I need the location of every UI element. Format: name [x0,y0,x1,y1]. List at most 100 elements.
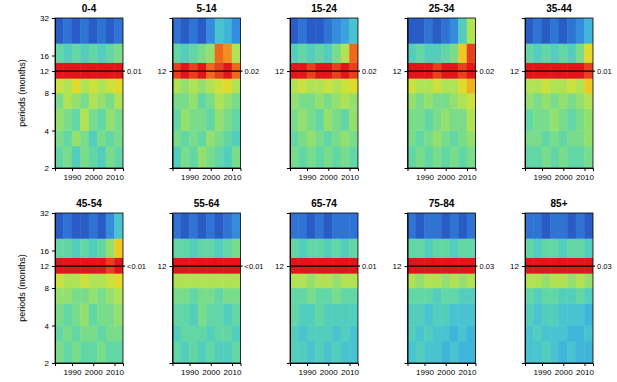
heatmap-cell [115,341,124,363]
heatmap-cell [307,93,316,109]
x-tick-label: 2010 [459,173,477,182]
heatmap-cell [198,304,207,326]
heatmap-cell [534,18,543,43]
heatmap-cell [190,304,199,326]
heatmap-cell [525,341,534,363]
panel-title: 25-34 [429,3,455,14]
heatmap-cell [408,131,417,147]
heatmap-cell [207,213,216,238]
heatmap-cell [416,93,425,109]
heatmap-cell [341,78,350,93]
heatmap-cell [64,43,73,62]
heatmap-cell [568,341,577,363]
heatmap-cell [534,288,543,304]
heatmap-cell [98,109,107,131]
p-value: <0.01 [127,262,146,271]
heatmap-cell [307,304,316,326]
x-tick: 2010 [341,168,359,182]
x-axis-line [56,169,124,172]
heatmap-cell [207,93,216,109]
heatmap-cell [350,146,359,168]
heatmap-cell [341,43,350,62]
y-tick-mark [405,266,408,267]
heatmap-cell [450,304,459,326]
heatmap-cell [525,93,534,109]
heatmap-cell [299,78,308,93]
heatmap-cell [190,288,199,304]
y-tick-label: 12 [40,262,49,271]
heatmap-cells [173,213,241,363]
x-tick-mark [425,168,426,171]
y-axis-line [170,19,174,169]
heatmap-cell [416,78,425,93]
x-tick-mark [446,363,447,366]
heatmap-cell [290,213,299,238]
heatmap-cell [181,146,190,168]
y-tick-label: 12 [510,262,519,271]
panel-title: 85+ [551,198,568,209]
heatmap-cell [525,326,534,342]
p-value: 0.03 [597,262,612,271]
heatmap-cell [215,238,224,257]
heatmap-cell [408,43,417,62]
heatmap-cell [72,304,81,326]
heatmap-cell [333,326,342,342]
heatmap-cell [450,109,459,131]
heatmap-cell [115,238,124,257]
heatmap-cell [450,78,459,93]
heatmap-cell [299,304,308,326]
heatmap-cell [534,109,543,131]
heatmap-cell [467,238,476,257]
heatmap-cell [525,213,534,238]
heatmap-cell [408,78,417,93]
heatmap-cell [198,146,207,168]
heatmap-cell [173,18,182,43]
plot-frame [408,213,476,363]
y-tick: 16 [40,247,55,256]
heatmap-cell [408,18,417,43]
plot-frame [525,18,593,168]
x-tick: 2000 [85,168,103,182]
heatmap-cell [442,146,451,168]
heatmap-cell [115,93,124,109]
panel-title: 35-44 [546,3,572,14]
heatmap-cell [316,131,325,147]
heatmap-cell [341,341,350,363]
x-tick-mark [467,363,468,366]
heatmap-cell [207,18,216,43]
heatmap-cell [341,273,350,288]
heatmap-cell [299,109,308,131]
p-value: 0.01 [127,67,142,76]
heatmap-cell [324,43,333,62]
heatmap-cell [299,131,308,147]
heatmap-cell [333,341,342,363]
heatmap-cell [290,326,299,342]
x-axis: 199020002010 [526,168,595,182]
heatmap-cell [299,146,308,168]
x-tick-label: 2000 [202,368,220,377]
y-tick-mark [405,71,408,72]
heatmap-cell [542,213,551,238]
heatmap-cell [98,78,107,93]
heatmap-cell [551,78,560,93]
heatmap-cell [115,146,124,168]
heatmap-cell [232,43,241,62]
y-tick-mark [52,326,55,327]
heatmap-cell [106,304,115,326]
heatmap-cell [232,146,241,168]
x-tick: 1990 [64,363,82,377]
heatmap-cell [190,341,199,363]
heatmap-cell [350,78,359,93]
heatmap-cell [299,43,308,62]
heatmap-cell [215,213,224,238]
heatmap-cell [307,213,316,238]
y-tick-label: 12 [393,67,402,76]
x-tick: 2010 [459,168,477,182]
heatmap-cell [55,43,64,62]
heatmap-cell [433,213,442,238]
heatmap-cell [408,341,417,363]
heatmap-cell [467,341,476,363]
heatmap-cell [64,131,73,147]
heatmap-cell [350,131,359,147]
heatmap-cell [64,213,73,238]
